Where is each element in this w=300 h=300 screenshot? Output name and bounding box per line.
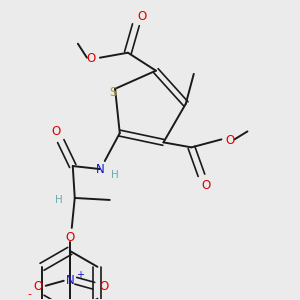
Text: N: N [65,274,74,287]
Text: O: O [65,231,74,244]
Text: O: O [51,124,60,138]
Text: O: O [33,280,42,293]
Text: -: - [28,289,32,299]
Text: N: N [95,163,104,176]
Text: S: S [110,86,117,99]
Text: O: O [86,52,95,65]
Text: H: H [55,195,63,205]
Text: H: H [111,170,118,180]
Text: O: O [137,10,146,23]
Text: O: O [202,179,211,192]
Text: O: O [226,134,235,147]
Text: O: O [99,280,108,293]
Text: +: + [76,270,84,280]
